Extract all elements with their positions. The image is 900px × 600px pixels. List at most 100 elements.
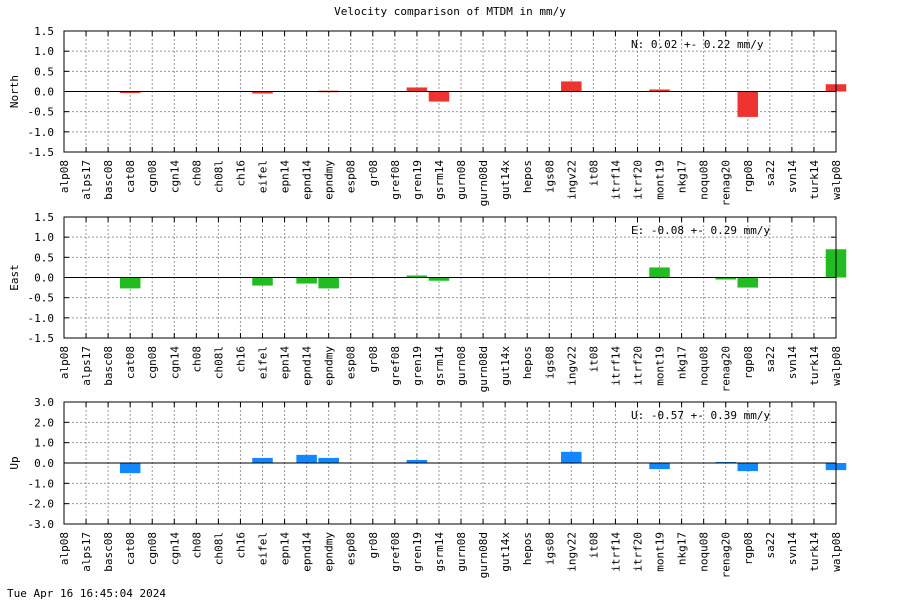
- up-xtick-label: walp08: [830, 532, 843, 572]
- up-xtick-label: sa22: [764, 532, 777, 559]
- up-xtick-label: ch08l: [212, 532, 225, 565]
- east-bar-cat08: [119, 277, 141, 289]
- east-xtick-label: igs08: [543, 346, 556, 379]
- east-xtick-label: cat08: [124, 346, 137, 379]
- up-xtick-label: eifel: [257, 532, 270, 565]
- east-xtick-label: esp08: [345, 346, 358, 379]
- east-xtick-label: nkg17: [676, 346, 689, 379]
- up-xtick-label: gref08: [389, 532, 402, 572]
- north-xtick-label: gurn08d: [477, 160, 490, 206]
- east-ytick-label: 0.5: [34, 251, 54, 264]
- north-xtick-label: ingv22: [565, 160, 578, 200]
- north-xtick-label: gsrm14: [433, 160, 446, 200]
- up-ytick-label: 0.0: [34, 457, 54, 470]
- east-xtick-label: ingv22: [565, 346, 578, 386]
- up-xtick-label: epnd14: [301, 532, 314, 572]
- up-xtick-label: epndmy: [323, 532, 336, 572]
- north-xtick-label: gr08: [367, 160, 380, 187]
- up-ytick-label: 2.0: [34, 416, 54, 429]
- east-xtick-label: epndmy: [323, 346, 336, 386]
- north-xtick-label: turk14: [808, 160, 821, 200]
- east-xtick-label: epn14: [279, 346, 292, 379]
- east-xtick-label: rgp08: [742, 346, 755, 379]
- north-ytick-label: 0.0: [34, 86, 54, 99]
- north-bar-mont19: [649, 89, 670, 92]
- up-xtick-label: basc08: [102, 532, 115, 572]
- up-axis-label: Up: [8, 456, 21, 469]
- up-xtick-label: hepos: [521, 532, 534, 565]
- east-xtick-label: eifel: [257, 346, 270, 379]
- up-xtick-label: gurn08: [455, 532, 468, 572]
- north-ytick-label: 1.0: [34, 45, 54, 58]
- up-xtick-label: nkg17: [676, 532, 689, 565]
- north-xtick-label: walp08: [830, 160, 843, 200]
- east-bar-eifel: [252, 277, 273, 286]
- north-xtick-label: cat08: [124, 160, 137, 193]
- north-xtick-label: mont19: [654, 160, 667, 200]
- north-xtick-label: noqu08: [698, 160, 711, 200]
- north-xtick-label: epndmy: [323, 160, 336, 200]
- up-bar-ingv22: [561, 451, 582, 463]
- east-xtick-label: hepos: [521, 346, 534, 379]
- north-xtick-label: cgn08: [146, 160, 159, 193]
- north-xtick-label: ch08: [190, 160, 203, 187]
- east-xtick-label: svn14: [786, 346, 799, 379]
- north-xtick-label: rgp08: [742, 160, 755, 193]
- up-xtick-label: alp08: [58, 532, 71, 565]
- east-ytick-label: 1.0: [34, 231, 54, 244]
- up-bar-epndmy: [318, 457, 339, 463]
- north-ytick-label: -1.0: [28, 126, 55, 139]
- chart-title: Velocity comparison of MTDM in mm/y: [334, 5, 566, 18]
- east-xtick-label: epnd14: [301, 346, 314, 386]
- up-xtick-label: ch16: [234, 532, 247, 559]
- east-plot-frame: [63, 216, 837, 339]
- east-xtick-label: itrf20: [631, 346, 644, 386]
- north-xtick-label: sa22: [764, 160, 777, 187]
- east-bar-gren19: [406, 275, 428, 278]
- up-xtick-label: igs08: [543, 532, 556, 565]
- east-xtick-label: alps17: [80, 346, 93, 386]
- east-ytick-label: -1.0: [28, 312, 55, 325]
- up-xtick-label: gurn08d: [477, 532, 490, 578]
- up-bar-gren19: [406, 459, 428, 463]
- east-ytick-label: -0.5: [28, 292, 55, 305]
- north-ytick-label: 1.5: [34, 25, 54, 38]
- up-xtick-label: alps17: [80, 532, 93, 572]
- north-bar-cat08: [119, 91, 141, 93]
- east-xtick-label: gr08: [367, 346, 380, 373]
- east-bar-rgp08: [737, 277, 759, 288]
- north-xtick-label: epnd14: [301, 160, 314, 200]
- north-annotation: N: 0.02 +- 0.22 mm/y: [631, 38, 764, 51]
- east-bar-mont19: [649, 267, 670, 278]
- north-xtick-label: ch08l: [212, 160, 225, 193]
- east-xtick-label: gsrm14: [433, 346, 446, 386]
- up-ytick-label: 1.0: [34, 437, 54, 450]
- north-xtick-label: gurn08: [455, 160, 468, 200]
- east-axis-label: East: [8, 264, 21, 291]
- up-bar-rgp08: [737, 463, 759, 472]
- up-xtick-label: itrf20: [631, 532, 644, 572]
- east-xtick-label: ch16: [234, 346, 247, 373]
- up-bar-mont19: [649, 463, 670, 470]
- up-xtick-label: ingv22: [565, 532, 578, 572]
- east-ytick-label: -1.5: [28, 332, 55, 345]
- north-xtick-label: ch16: [234, 160, 247, 187]
- east-xtick-label: sa22: [764, 346, 777, 373]
- north-xtick-label: alp08: [58, 160, 71, 193]
- up-xtick-label: noqu08: [698, 532, 711, 572]
- north-xtick-label: nkg17: [676, 160, 689, 193]
- north-xtick-label: eifel: [257, 160, 270, 193]
- up-xtick-label: itrf14: [609, 532, 622, 572]
- east-xtick-label: noqu08: [698, 346, 711, 386]
- timestamp: Tue Apr 16 16:45:04 2024: [7, 587, 166, 600]
- east-xtick-label: basc08: [102, 346, 115, 386]
- east-xtick-label: gren19: [411, 346, 424, 386]
- east-xtick-label: mont19: [654, 346, 667, 386]
- up-xtick-label: gut14x: [499, 532, 512, 572]
- east-bar-epnd14: [296, 277, 317, 284]
- east-xtick-label: walp08: [830, 346, 843, 386]
- up-xtick-label: cgn14: [168, 532, 181, 565]
- north-xtick-label: gren19: [411, 160, 424, 200]
- north-xtick-label: alps17: [80, 160, 93, 200]
